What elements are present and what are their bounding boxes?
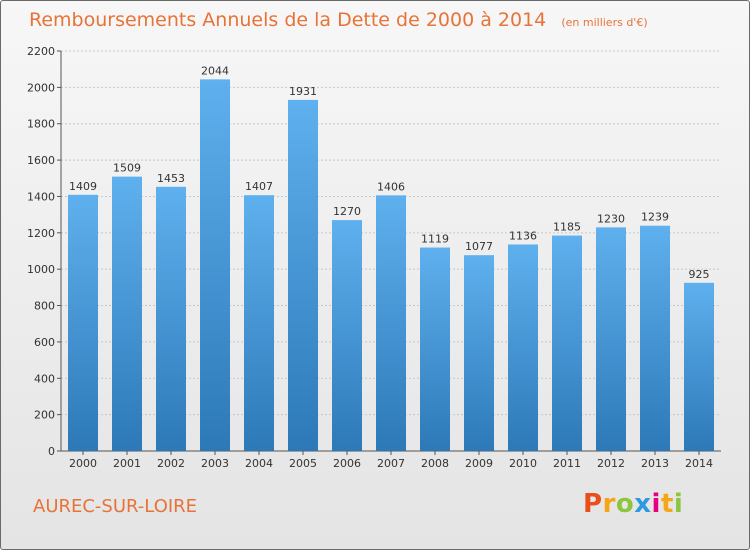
y-tick-label: 2000: [27, 81, 55, 94]
y-tick-label: 200: [34, 409, 55, 422]
bar-value-label: 1077: [465, 240, 493, 253]
logo-letter: i: [651, 489, 661, 519]
logo-letter: i: [673, 489, 684, 519]
bar-value-label: 1406: [377, 180, 405, 193]
bar: [596, 227, 626, 451]
bar: [552, 235, 582, 451]
bar-value-label: 1931: [289, 85, 317, 98]
y-tick-label: 0: [48, 445, 55, 458]
y-tick-label: 1600: [27, 154, 55, 167]
x-tick-label: 2010: [509, 457, 537, 470]
bar: [200, 79, 230, 451]
title-row: Remboursements Annuels de la Dette de 20…: [29, 9, 648, 31]
logo-letter: o: [615, 489, 635, 519]
y-tick-label: 1400: [27, 190, 55, 203]
x-tick-label: 2000: [69, 457, 97, 470]
x-tick-label: 2013: [641, 457, 669, 470]
bar: [376, 195, 406, 451]
town-name: AUREC-SUR-LOIRE: [33, 496, 198, 517]
x-tick-label: 2006: [333, 457, 361, 470]
bar: [640, 225, 670, 451]
bar: [288, 99, 318, 451]
bar: [156, 186, 186, 451]
bar-value-label: 1453: [157, 172, 185, 185]
y-tick-label: 1000: [27, 263, 55, 276]
bar-value-label: 1239: [641, 211, 669, 224]
y-tick-label: 600: [34, 336, 55, 349]
x-tick-label: 2012: [597, 457, 625, 470]
x-tick-label: 2008: [421, 457, 449, 470]
y-tick-label: 2200: [27, 45, 55, 58]
bar-value-label: 1409: [69, 180, 97, 193]
bar-value-label: 1407: [245, 180, 273, 193]
bar: [684, 282, 714, 451]
logo-letter: x: [634, 489, 652, 519]
bar-value-label: 925: [689, 268, 710, 281]
y-tick-label: 800: [34, 300, 55, 313]
bar: [508, 244, 538, 451]
x-tick-label: 2004: [245, 457, 273, 470]
bar-value-label: 1185: [553, 221, 581, 234]
logo-letter: r: [602, 489, 616, 519]
bar: [464, 255, 494, 451]
bar-value-label: 1230: [597, 212, 625, 225]
bar-value-label: 2044: [201, 64, 229, 77]
x-tick-label: 2009: [465, 457, 493, 470]
bar: [68, 194, 98, 451]
chart-title: Remboursements Annuels de la Dette de 20…: [29, 9, 547, 31]
bars: [68, 79, 714, 452]
bar-value-label: 1509: [113, 162, 141, 175]
x-tick-label: 2011: [553, 457, 581, 470]
bar-value-label: 1119: [421, 233, 449, 246]
chart-unit-note: (en milliers d'€): [561, 16, 648, 29]
x-tick-label: 2001: [113, 457, 141, 470]
bar: [244, 195, 274, 451]
bar: [332, 220, 362, 451]
logo-letter: t: [660, 489, 674, 519]
y-tick-label: 400: [34, 372, 55, 385]
x-tick-label: 2003: [201, 457, 229, 470]
labels: 0 200 400 600 800 1000 1200 1400 1600 1800 2000 220…: [27, 45, 713, 470]
logo-letter: P: [583, 489, 603, 519]
x-tick-label: 2014: [685, 457, 713, 470]
bar-value-label: 1270: [333, 205, 361, 218]
x-tick-label: 2002: [157, 457, 185, 470]
x-tick-label: 2007: [377, 457, 405, 470]
y-tick-label: 1800: [27, 118, 55, 131]
bar: [112, 176, 142, 452]
x-tick-label: 2005: [289, 457, 317, 470]
bar-value-label: 1136: [509, 229, 537, 242]
proxiti-logo: Proxiti: [583, 489, 683, 519]
y-tick-label: 1200: [27, 227, 55, 240]
bar: [420, 247, 450, 451]
